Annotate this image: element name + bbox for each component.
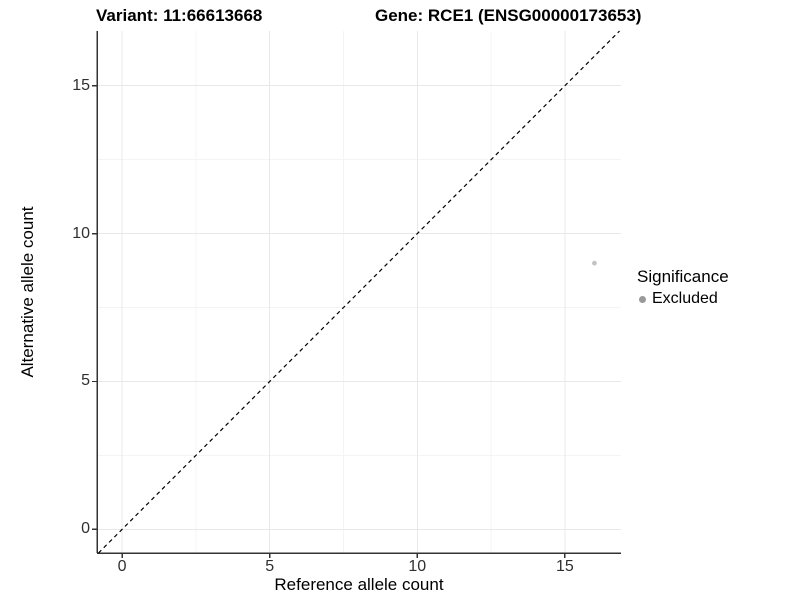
y-tick-label: 0 <box>81 520 90 538</box>
x-axis-title: Reference allele count <box>274 575 444 594</box>
x-tick-label: 5 <box>265 558 275 575</box>
y-tick-label: 10 <box>72 224 90 242</box>
legend-items: Excluded <box>637 290 729 308</box>
x-tick-label: 15 <box>556 558 574 575</box>
chart-title-gene: Gene: RCE1 (ENSG00000173653) <box>375 6 642 25</box>
x-tick-label: 10 <box>408 558 427 575</box>
legend-title: Significance <box>637 267 729 286</box>
y-axis-title: Alternative allele count <box>18 206 37 378</box>
y-tick-label: 15 <box>72 76 90 94</box>
legend-key-dot-icon <box>639 295 646 303</box>
legend-item: Excluded <box>637 290 729 308</box>
y-tick-label: 5 <box>81 372 90 390</box>
legend-item-label: Excluded <box>652 290 718 307</box>
chart-title-variant: Variant: 11:66613668 <box>96 6 263 25</box>
plot-panel-canvas <box>92 30 621 558</box>
identity-dashed-line <box>98 30 620 554</box>
data-point <box>592 260 597 266</box>
x-tick-label: 0 <box>117 558 127 575</box>
legend: Significance Excluded <box>637 267 729 308</box>
